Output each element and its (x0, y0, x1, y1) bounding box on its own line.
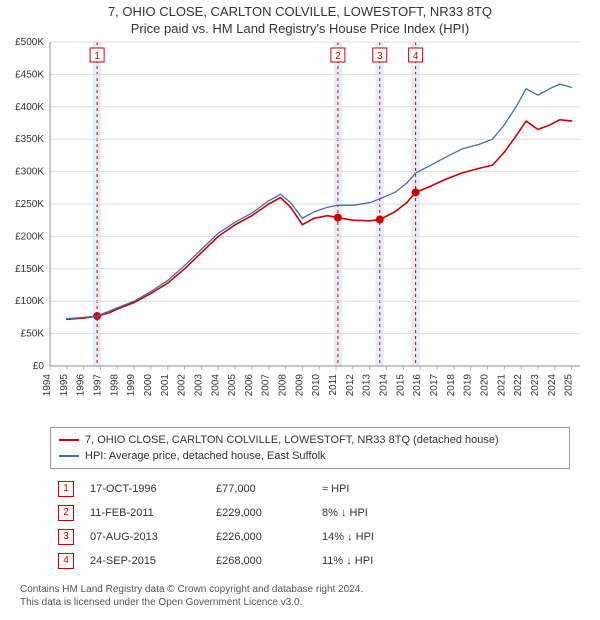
x-tick-label: 2006 (244, 374, 255, 397)
table-row: 4 24-SEP-2015£268,00011% ↓ HPI (50, 549, 382, 573)
table-row: 1 17-OCT-1996£77,000≈ HPI (50, 477, 382, 501)
table-row: 3 07-AUG-2013£226,00014% ↓ HPI (50, 525, 382, 549)
y-tick-label: £300K (15, 167, 44, 178)
cell-num: 2 (50, 501, 82, 525)
x-tick-label: 2017 (429, 374, 440, 397)
x-tick-label: 2016 (412, 374, 423, 397)
x-tick-label: 2004 (210, 374, 221, 397)
legend-swatch (59, 439, 79, 441)
x-tick-label: 2002 (177, 374, 188, 397)
y-tick-label: £150K (15, 264, 44, 275)
sale-marker-number: 2 (335, 51, 341, 62)
cell-date: 24-SEP-2015 (82, 549, 208, 573)
y-tick-label: £100K (15, 296, 44, 307)
chart-subtitle: Price paid vs. HM Land Registry's House … (0, 21, 600, 36)
cell-date: 17-OCT-1996 (82, 477, 208, 501)
x-tick-label: 2010 (311, 374, 322, 397)
footnote-line-1: Contains HM Land Registry data © Crown c… (20, 583, 580, 596)
cell-date: 07-AUG-2013 (82, 525, 208, 549)
chart-title: 7, OHIO CLOSE, CARLTON COLVILLE, LOWESTO… (0, 4, 600, 19)
chart-svg: 1 2 3 4 £0 £50K £100K £150K £200K £250K £300K £350K… (0, 36, 600, 416)
y-tick-label: £400K (15, 102, 44, 113)
legend-label: 7, OHIO CLOSE, CARLTON COLVILLE, LOWESTO… (85, 432, 499, 448)
sale-number-box: 2 (58, 505, 74, 521)
cell-vs-hpi: 8% ↓ HPI (314, 501, 382, 525)
y-tick-label: £50K (21, 329, 45, 340)
legend: 7, OHIO CLOSE, CARLTON COLVILLE, LOWESTO… (50, 427, 570, 469)
x-tick-label: 2009 (294, 374, 305, 397)
sale-dot (376, 216, 384, 224)
titles: 7, OHIO CLOSE, CARLTON COLVILLE, LOWESTO… (0, 0, 600, 36)
cell-num: 1 (50, 477, 82, 501)
x-tick-label: 2019 (463, 374, 474, 397)
sale-number-box: 4 (58, 553, 74, 569)
x-tick-label: 2018 (446, 374, 457, 397)
y-tick-label: £0 (33, 361, 45, 372)
x-tick-label: 2015 (395, 374, 406, 397)
x-tick-label: 2001 (160, 374, 171, 397)
sale-number-box: 1 (58, 481, 74, 497)
cell-price: £226,000 (208, 525, 314, 549)
footnote: Contains HM Land Registry data © Crown c… (20, 583, 580, 609)
x-tick-label: 2014 (379, 374, 390, 397)
y-tick-label: £250K (15, 199, 44, 210)
sales-table: 1 17-OCT-1996£77,000≈ HPI 2 11-FEB-2011£229… (50, 477, 570, 573)
x-tick-label: 2011 (328, 374, 339, 396)
cell-vs-hpi: ≈ HPI (314, 477, 382, 501)
x-tick-label: 2013 (362, 374, 373, 397)
y-tick-label: £350K (15, 134, 44, 145)
x-tick-label: 1999 (126, 374, 137, 397)
y-tick-label: £450K (15, 69, 44, 80)
y-tick-label: £500K (15, 37, 44, 48)
sale-dot (412, 188, 420, 196)
x-tick-label: 2024 (547, 374, 558, 397)
legend-item: 7, OHIO CLOSE, CARLTON COLVILLE, LOWESTO… (59, 432, 561, 448)
x-tick-label: 1994 (42, 374, 53, 397)
sale-marker-number: 4 (413, 51, 419, 62)
x-tick-label: 1995 (59, 374, 70, 397)
page: 7, OHIO CLOSE, CARLTON COLVILLE, LOWESTO… (0, 0, 600, 609)
x-tick-label: 1997 (92, 374, 103, 397)
x-tick-label: 2020 (479, 374, 490, 397)
footnote-line-2: This data is licensed under the Open Gov… (20, 596, 580, 609)
x-tick-label: 2000 (143, 374, 154, 397)
chart: 1 2 3 4 £0 £50K £100K £150K £200K £250K £300K £350K… (0, 36, 600, 421)
x-tick-label: 1998 (109, 374, 120, 397)
x-tick-label: 2007 (261, 374, 272, 397)
table-row: 2 11-FEB-2011£229,0008% ↓ HPI (50, 501, 382, 525)
cell-price: £77,000 (208, 477, 314, 501)
x-tick-label: 2025 (564, 374, 575, 397)
legend-swatch (59, 455, 79, 457)
cell-vs-hpi: 14% ↓ HPI (314, 525, 382, 549)
x-tick-label: 2008 (278, 374, 289, 397)
x-tick-label: 1996 (76, 374, 87, 397)
legend-item: HPI: Average price, detached house, East… (59, 448, 561, 464)
cell-date: 11-FEB-2011 (82, 501, 208, 525)
x-tick-label: 2022 (513, 374, 524, 397)
legend-label: HPI: Average price, detached house, East… (85, 448, 326, 464)
x-tick-label: 2005 (227, 374, 238, 397)
cell-price: £229,000 (208, 501, 314, 525)
cell-num: 4 (50, 549, 82, 573)
y-tick-label: £200K (15, 231, 44, 242)
cell-vs-hpi: 11% ↓ HPI (314, 549, 382, 573)
sale-dot (334, 214, 342, 222)
x-tick-label: 2012 (345, 374, 356, 397)
cell-price: £268,000 (208, 549, 314, 573)
sale-number-box: 3 (58, 529, 74, 545)
sale-marker-number: 3 (377, 51, 383, 62)
x-tick-label: 2023 (530, 374, 541, 397)
sale-marker-number: 1 (94, 51, 100, 62)
cell-num: 3 (50, 525, 82, 549)
x-tick-label: 2021 (496, 374, 507, 397)
x-tick-label: 2003 (193, 374, 204, 397)
